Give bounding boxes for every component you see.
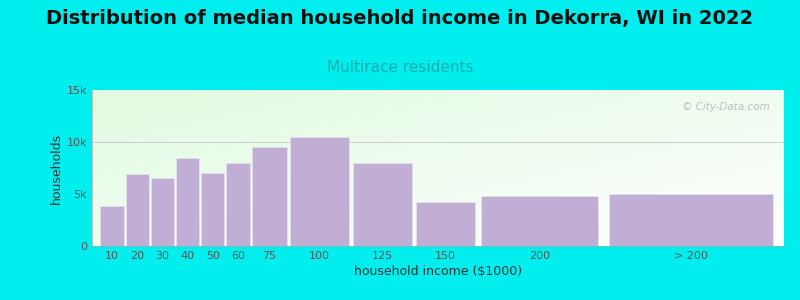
Text: Multirace residents: Multirace residents [326,60,474,75]
Text: © City-Data.com: © City-Data.com [682,103,770,112]
X-axis label: household income ($1000): household income ($1000) [354,265,522,278]
Y-axis label: households: households [50,132,62,204]
Bar [252,147,287,246]
Bar [354,163,412,246]
Text: Distribution of median household income in Dekorra, WI in 2022: Distribution of median household income … [46,9,754,28]
Bar [416,202,475,246]
Bar [150,178,174,246]
Bar [482,196,598,246]
Bar [226,163,250,246]
Bar [201,173,225,246]
Bar [290,137,349,246]
Bar [176,158,199,246]
Bar [101,206,124,246]
Bar [609,194,773,246]
Bar [126,174,149,246]
